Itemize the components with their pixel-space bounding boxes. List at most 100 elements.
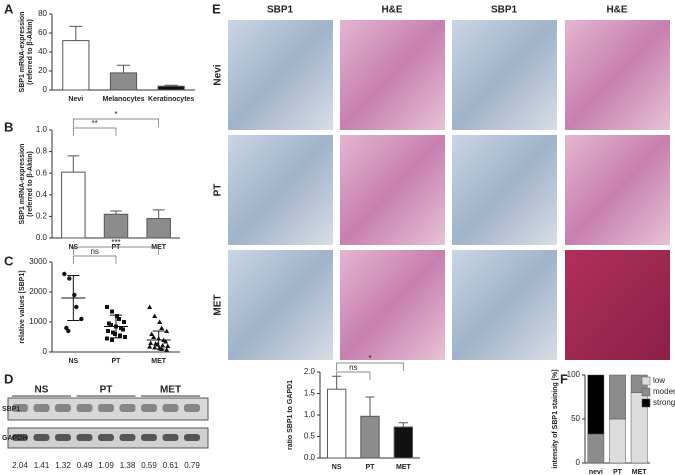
x-tick-label: Keratinocytes xyxy=(148,96,194,103)
y-tick-label: 0 xyxy=(576,458,581,467)
bracket xyxy=(336,362,404,371)
point xyxy=(79,316,84,322)
y-tick-label: 0 xyxy=(43,85,48,94)
x-tick-label: PT xyxy=(112,358,122,365)
bar xyxy=(62,40,90,91)
bracket xyxy=(336,371,371,380)
bar xyxy=(103,213,129,239)
point xyxy=(110,309,114,314)
legend-swatch xyxy=(641,387,651,397)
bar xyxy=(146,218,171,239)
band xyxy=(141,434,157,441)
point xyxy=(157,319,163,324)
band xyxy=(98,434,114,441)
y-tick-label: 80 xyxy=(38,9,47,18)
point xyxy=(109,323,113,327)
x-tick-label: PT xyxy=(613,469,623,475)
point xyxy=(152,345,158,350)
ratio-label: 0.61 xyxy=(163,461,179,470)
ratio-label: 0.79 xyxy=(184,461,200,470)
micrograph xyxy=(452,20,557,130)
bar xyxy=(393,426,413,459)
column-header: H&E xyxy=(606,5,627,16)
error-bar xyxy=(152,209,165,219)
axis-label: relative values [SBP1] xyxy=(19,270,26,343)
sd-bar xyxy=(152,330,165,350)
row-label: SBP1 xyxy=(2,406,20,413)
group-label: PT xyxy=(100,385,113,396)
y-tick-label: 0.5 xyxy=(304,432,316,441)
point xyxy=(147,344,153,349)
axis-label: ratio SBP1 to GAPD1 xyxy=(287,380,294,450)
sd-bar xyxy=(67,275,80,321)
sd-bar xyxy=(110,314,122,339)
panel-label: D xyxy=(4,371,13,386)
y-tick-label: 100 xyxy=(567,370,581,379)
y-tick-label: 1.0 xyxy=(36,125,48,134)
bar-segment xyxy=(609,374,626,420)
error-bar xyxy=(116,64,131,73)
error-bar xyxy=(398,422,408,428)
ratio-label: 1.41 xyxy=(34,461,50,470)
y-tick-label: 1000 xyxy=(29,317,47,326)
micrograph xyxy=(565,135,670,245)
ratio-label: 0.59 xyxy=(141,461,157,470)
y-tick-label: 60 xyxy=(38,28,47,37)
error-bar xyxy=(365,396,375,417)
point xyxy=(152,313,158,318)
column-header: H&E xyxy=(381,5,402,16)
bar xyxy=(157,85,185,91)
point xyxy=(105,305,109,309)
micrograph xyxy=(340,20,445,130)
y-tick-label: 0.4 xyxy=(36,190,48,199)
point xyxy=(74,304,79,310)
group-label: MET xyxy=(160,385,181,396)
band xyxy=(162,404,179,412)
error-bar xyxy=(110,210,122,215)
bar xyxy=(61,171,86,239)
y-tick-label: 20 xyxy=(38,66,47,75)
ratio-label: 2.04 xyxy=(12,461,28,470)
x-tick-label: MET xyxy=(632,469,648,475)
micrograph xyxy=(452,250,557,360)
point xyxy=(123,335,127,339)
column-header: SBP1 xyxy=(267,5,294,16)
legend-swatch xyxy=(641,398,651,408)
panel-label: C xyxy=(4,253,14,268)
point xyxy=(147,304,153,309)
row-header: MET xyxy=(213,294,224,315)
axis-label: SBP1 mRNA-expression(referred to β-Aktin… xyxy=(19,12,34,93)
point xyxy=(106,329,110,333)
significance: ns xyxy=(349,363,357,372)
column-header: SBP1 xyxy=(491,5,518,16)
legend-label: moderate xyxy=(653,387,675,396)
row-header: PT xyxy=(213,184,224,197)
band xyxy=(162,434,179,441)
y-tick-label: 0.2 xyxy=(36,212,48,221)
error-bar xyxy=(164,84,178,87)
axis-label: SBP1 mRNA-expression(referred to β-Aktin… xyxy=(19,144,34,225)
point xyxy=(148,340,154,345)
x-tick-label: PT xyxy=(366,464,376,471)
point xyxy=(149,331,155,336)
significance: ** xyxy=(92,119,98,128)
significance: * xyxy=(114,110,117,119)
micrograph xyxy=(340,250,445,360)
axis-label: intensity of SBP1 staining [%] xyxy=(552,369,559,468)
bar-segment xyxy=(609,418,626,464)
legend-swatch xyxy=(641,376,651,386)
point xyxy=(105,336,109,341)
x-tick-label: NS xyxy=(68,358,78,365)
point xyxy=(115,314,119,318)
point xyxy=(67,276,72,281)
x-tick-label: Melanocytes xyxy=(102,96,144,103)
row-header: Nevi xyxy=(213,64,224,85)
point xyxy=(164,347,170,352)
panel-label: E xyxy=(212,1,221,16)
point xyxy=(165,343,171,348)
significance: *** xyxy=(111,238,120,247)
y-tick-label: 50 xyxy=(571,414,580,423)
band xyxy=(76,404,93,412)
micrograph xyxy=(228,20,333,130)
